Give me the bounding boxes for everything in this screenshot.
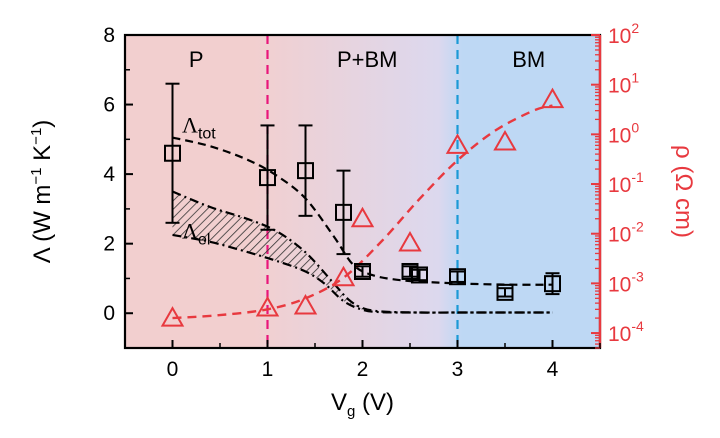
x-tick-label-5: 4 — [547, 358, 559, 381]
rho-point-6 — [398, 230, 422, 252]
lambda-tot-point-5 — [354, 262, 371, 280]
y-left-tick-label-2: 2 — [103, 233, 115, 256]
x-axis-title-subscript: g — [347, 403, 355, 420]
lambda-tot-point-3 — [297, 162, 314, 180]
x-axis-title-unit: (V) — [355, 389, 394, 416]
x-tick-label-1: 0 — [167, 358, 179, 381]
lambda-el-lower-curve — [172, 233, 553, 314]
y-left-title-exp2: −1 — [28, 128, 45, 145]
x-axis-title: Vg (V) — [331, 389, 394, 420]
rho-point-8 — [493, 130, 517, 151]
y-right-tick-base: 10 — [608, 224, 631, 247]
lambda-el-upper-curve — [172, 190, 553, 314]
lambda-tot-point-4 — [335, 203, 352, 221]
rho-point-2 — [255, 295, 280, 317]
y-right-tick-base: 10 — [608, 75, 631, 98]
y-left-tick-label-5: 8 — [103, 24, 115, 47]
y-right-tick-base: 10 — [608, 25, 631, 48]
y-left-title-part3: ) — [29, 120, 56, 128]
y-right-tick-base: 10 — [608, 174, 631, 197]
y-right-tick-exponent: -2 — [631, 219, 644, 235]
region-label-1: P — [189, 47, 204, 72]
x-tick-label-2: 1 — [262, 358, 274, 381]
y-left-tick-label-3: 4 — [103, 163, 115, 186]
y-right-tick-exponent: -1 — [631, 169, 644, 185]
curve-label-1: Λtot — [182, 112, 216, 142]
curve-label-symbol-1: Λ — [182, 112, 198, 137]
rho-fit-curve — [172, 104, 553, 320]
rho-point-1 — [160, 306, 185, 327]
curve-label-subscript-1: tot — [198, 125, 216, 142]
rho-point-7 — [445, 133, 470, 154]
x-tick-label-3: 2 — [357, 358, 369, 381]
lambda-tot-point-9 — [496, 283, 514, 301]
rho-point-5 — [350, 206, 375, 228]
x-tick-label-4: 3 — [452, 358, 464, 381]
y-right-tick-base: 10 — [608, 323, 631, 346]
y-right-tick-label-6: 101 — [608, 70, 639, 98]
y-right-tick-label-3: 10-2 — [608, 219, 644, 247]
region-label-3: BM — [512, 47, 545, 72]
curve-label-subscript-2: el — [198, 231, 210, 248]
y-left-title-part2: K — [29, 145, 56, 168]
y-axis-right-title: ρ (Ω cm) — [670, 145, 697, 238]
region-label-2: P+BM — [337, 47, 398, 72]
curve-label-2: Λel — [182, 218, 210, 248]
y-left-title-part1: Λ (W m — [29, 185, 56, 264]
lambda-tot-fit-curve — [172, 136, 553, 286]
lambda-tot-point-2 — [259, 169, 276, 187]
lambda-tot-point-7 — [411, 266, 428, 284]
y-right-tick-exponent: 0 — [631, 119, 639, 135]
y-right-tick-exponent: -3 — [631, 268, 644, 284]
y-left-tick-label-4: 6 — [103, 94, 115, 117]
rho-point-3 — [293, 294, 318, 315]
y-right-tick-exponent: 1 — [631, 70, 639, 86]
plot-background — [125, 35, 600, 348]
lambda-tot-point-10 — [544, 275, 561, 293]
y-right-tick-exponent: 2 — [631, 20, 639, 36]
y-right-tick-label-1: 10-4 — [608, 318, 644, 346]
lambda-tot-point-6 — [401, 262, 419, 280]
y-axis-left-title: Λ (W m−1 K−1) — [28, 120, 56, 264]
rho-point-9 — [540, 87, 565, 109]
y-right-tick-label-2: 10-3 — [608, 268, 644, 296]
y-right-tick-exponent: -4 — [631, 318, 644, 334]
lambda-tot-point-1 — [164, 144, 181, 162]
y-right-tick-label-7: 102 — [608, 20, 639, 48]
curve-label-symbol-2: Λ — [182, 218, 198, 243]
y-left-title-exp1: −1 — [28, 168, 45, 185]
x-axis-title-symbol: V — [331, 389, 347, 416]
y-right-tick-base: 10 — [608, 273, 631, 296]
y-right-tick-label-5: 100 — [608, 119, 639, 147]
rho-point-4 — [331, 265, 356, 287]
lambda-tot-point-8 — [449, 268, 466, 286]
y-right-tick-base: 10 — [608, 124, 631, 147]
y-left-tick-label-1: 0 — [103, 302, 115, 325]
y-right-tick-label-4: 10-1 — [608, 169, 644, 197]
